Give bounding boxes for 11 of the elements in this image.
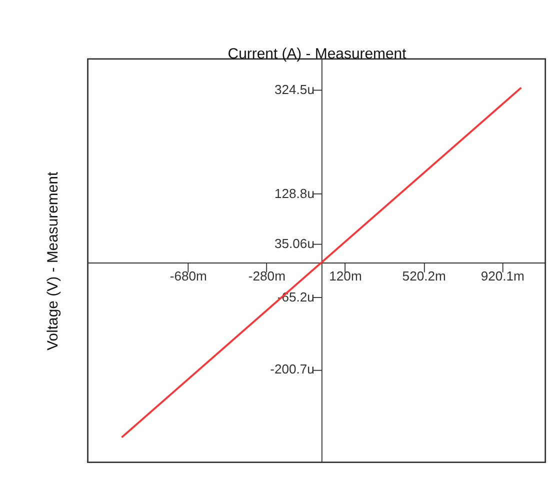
y-tick-label: -200.7u — [270, 362, 314, 377]
y-tick-label: 128.8u — [274, 186, 314, 202]
x-tick-label: 920.1m — [480, 268, 525, 284]
x-tick-label: 520.2m — [402, 268, 446, 284]
y-tick-label: 35.06u — [274, 236, 314, 252]
x-axis-title: Current (A) - Measurement — [228, 45, 408, 62]
y-tick-label: 324.5u — [274, 82, 314, 97]
x-tick-label: -280m — [248, 268, 286, 284]
x-tick-label: -680m — [170, 268, 208, 284]
x-tick-label: 120m — [329, 268, 362, 284]
y-axis-title: Voltage (V) - Measurement — [44, 171, 62, 350]
